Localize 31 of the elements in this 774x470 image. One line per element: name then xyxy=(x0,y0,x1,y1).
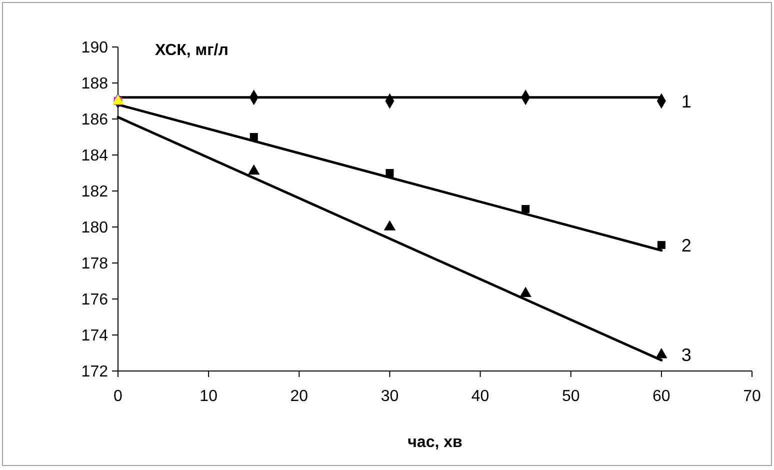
x-tick-label: 20 xyxy=(290,388,308,405)
series-label: 2 xyxy=(681,235,692,256)
x-tick-label: 10 xyxy=(200,388,218,405)
series-label: 1 xyxy=(681,91,692,112)
y-axis-title: ХСК, мг/л xyxy=(155,42,228,59)
point xyxy=(657,241,666,249)
y-tick-label: 176 xyxy=(81,292,108,309)
point xyxy=(248,164,260,175)
y-tick-label: 184 xyxy=(81,148,108,165)
x-tick-label: 50 xyxy=(562,388,580,405)
point xyxy=(522,205,530,213)
x-tick-label: 0 xyxy=(114,388,123,405)
y-tick-label: 190 xyxy=(81,40,108,57)
y-tick-label: 182 xyxy=(81,184,108,201)
point xyxy=(384,220,396,230)
y-tick-label: 174 xyxy=(81,328,108,345)
x-tick-label: 70 xyxy=(743,388,761,405)
x-tick-label: 60 xyxy=(652,388,670,405)
point xyxy=(656,348,668,358)
x-axis-title: час, хв xyxy=(408,434,463,451)
y-tick-label: 188 xyxy=(81,76,108,93)
y-tick-label: 178 xyxy=(81,256,108,273)
x-tick-label: 40 xyxy=(471,388,490,405)
y-tick-label: 180 xyxy=(81,220,108,237)
point xyxy=(386,169,394,177)
point xyxy=(520,286,532,297)
y-tick-label: 172 xyxy=(81,364,108,381)
point xyxy=(250,133,258,141)
y-tick-label: 186 xyxy=(81,112,108,129)
series-label: 3 xyxy=(681,345,692,366)
x-tick-label: 30 xyxy=(380,388,399,405)
